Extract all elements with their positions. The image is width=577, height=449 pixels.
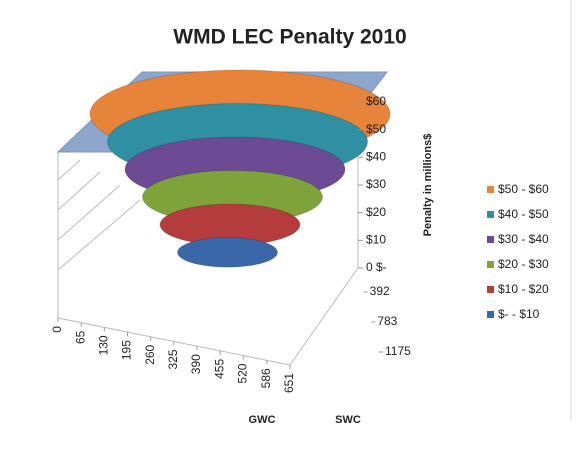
legend-label: $50 - $60 bbox=[498, 182, 549, 196]
legend-swatch bbox=[487, 211, 494, 218]
x-tick-label: 651 bbox=[282, 373, 296, 393]
y-tick-label: 1175 bbox=[385, 344, 411, 358]
x-tick-label: 0 bbox=[50, 326, 64, 333]
legend-swatch bbox=[487, 236, 494, 243]
chart-title: WMD LEC Penalty 2010 bbox=[173, 26, 406, 49]
x-tick-label: 325 bbox=[166, 349, 180, 369]
x-tick-label: 260 bbox=[143, 344, 157, 364]
z-tick-label: $30 bbox=[366, 177, 386, 191]
z-tick-label: 0 $- bbox=[366, 260, 387, 274]
legend-label: $- - $10 bbox=[498, 307, 540, 321]
y-tick-label: 392 bbox=[370, 284, 390, 298]
legend-label: $10 - $20 bbox=[498, 282, 549, 296]
surface-band bbox=[177, 237, 278, 268]
z-tick-label: $40 bbox=[366, 150, 386, 164]
x-tick-label: 195 bbox=[120, 340, 134, 360]
legend-label: $20 - $30 bbox=[498, 257, 549, 271]
legend-swatch bbox=[487, 186, 494, 193]
x-tick-label: 520 bbox=[235, 363, 249, 383]
legend-swatch bbox=[487, 261, 494, 268]
x-tick-label: 455 bbox=[212, 359, 226, 379]
legend-label: $30 - $40 bbox=[498, 232, 549, 246]
x-tick-label: 65 bbox=[73, 330, 87, 344]
z-tick-label: $20 bbox=[366, 205, 386, 219]
z-axis-title: Penalty in millions$ bbox=[422, 134, 434, 237]
z-tick-label: $60 bbox=[366, 94, 386, 108]
x-tick-label: 130 bbox=[97, 335, 111, 355]
x-tick-label: 586 bbox=[259, 368, 273, 388]
y-axis-title: SWC bbox=[335, 414, 361, 426]
x-axis-title: GWC bbox=[249, 414, 276, 426]
z-tick-label: $10 bbox=[366, 233, 386, 247]
x-tick-label: 390 bbox=[189, 354, 203, 374]
legend-label: $40 - $50 bbox=[498, 207, 549, 221]
y-tick-label: 783 bbox=[377, 314, 397, 328]
legend-swatch bbox=[487, 286, 494, 293]
legend-swatch bbox=[487, 311, 494, 318]
surface bbox=[89, 69, 391, 268]
z-tick-label: $50 bbox=[366, 122, 386, 136]
